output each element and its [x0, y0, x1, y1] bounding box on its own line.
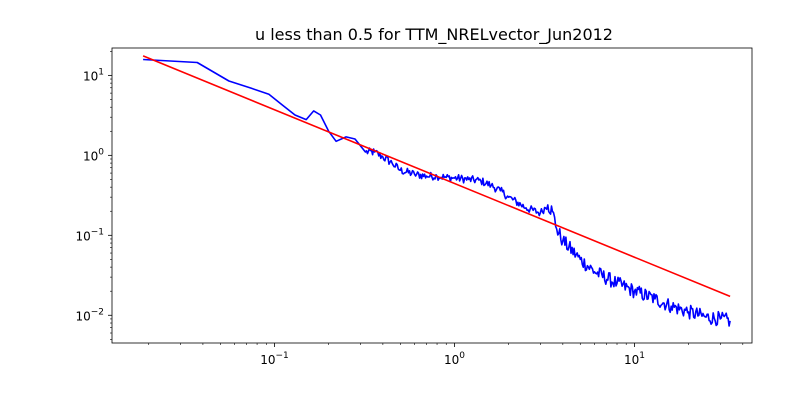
x-tick-label: 101	[624, 351, 645, 367]
y-tick-label: 100	[83, 147, 104, 163]
chart-title: u less than 0.5 for TTM_NRELvector_Jun20…	[255, 25, 613, 45]
x-tick-label: 100	[444, 351, 465, 367]
series-line-1	[143, 58, 731, 327]
y-tick-label: 10−1	[75, 227, 104, 243]
x-axis: 10−1 100 101	[148, 343, 744, 367]
y-tick-label: 10−2	[75, 307, 104, 323]
y-axis: 10−2 10−1 100 101	[75, 51, 112, 340]
plot-area	[111, 47, 753, 344]
series-group	[142, 55, 731, 327]
y-tick-label: 101	[83, 67, 104, 83]
series-line-2	[142, 55, 731, 298]
x-tick-label: 10−1	[260, 351, 289, 367]
